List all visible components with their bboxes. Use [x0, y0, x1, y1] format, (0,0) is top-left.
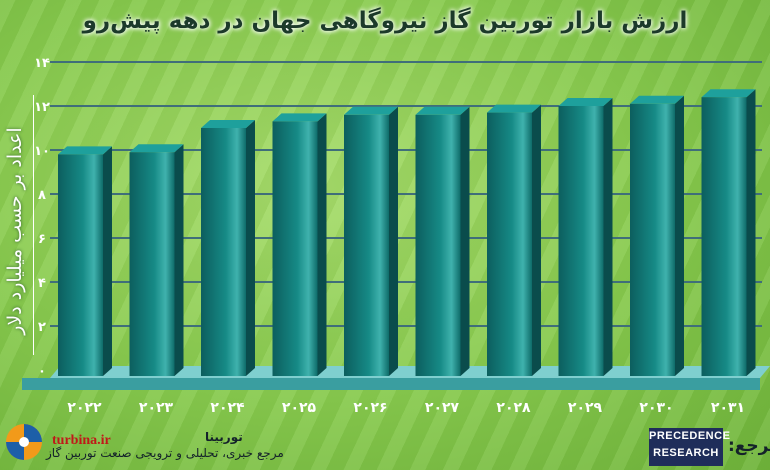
- bar-side: [174, 144, 184, 376]
- y-tick-label: ۰: [38, 364, 46, 379]
- x-tick-label: ۲۰۲۵: [282, 400, 317, 416]
- bar-1: [129, 152, 175, 376]
- x-tick-label: ۲۰۲۶: [353, 400, 387, 416]
- bar-side: [246, 120, 255, 376]
- y-tick-label: ۶: [38, 232, 46, 247]
- bar-0: [58, 154, 103, 376]
- y-tick-label: ۲: [38, 320, 46, 335]
- bar-top: [487, 104, 541, 113]
- bar-top: [558, 98, 613, 106]
- bar-4: [344, 114, 389, 377]
- bar-side: [675, 95, 684, 377]
- turbina-logo: [2, 418, 46, 466]
- floor-front: [22, 378, 760, 390]
- x-tick-label: ۲۰۲۷: [425, 400, 460, 416]
- y-label-divider: [33, 95, 34, 355]
- bar-3: [272, 121, 318, 377]
- bar-9: [701, 97, 747, 376]
- bar-2: [201, 128, 246, 376]
- y-tick-label: ۸: [38, 188, 46, 203]
- bar-top: [58, 146, 112, 155]
- chart-title: ارزش بازار توربین گاز نیروگاهی جهان در د…: [82, 8, 688, 34]
- brand-description: مرجع خبری، تحلیلی و ترویجی صنعت توربین گ…: [46, 446, 284, 460]
- brand-name: توربینا: [205, 430, 243, 444]
- bar-6: [487, 112, 532, 376]
- x-tick-label: ۲۰۳۰: [639, 400, 673, 416]
- bar-top: [129, 144, 184, 153]
- bar-top: [201, 120, 255, 128]
- bar-5: [415, 114, 461, 377]
- source-logo-line1: PRECEDENCE: [649, 430, 731, 442]
- y-tick-label: ۱۲: [34, 100, 50, 115]
- y-tick-label: ۱۴: [34, 56, 50, 71]
- site-url[interactable]: turbina.ir: [52, 433, 111, 448]
- bar-7: [558, 106, 604, 376]
- source-logo-line2: RESEARCH: [653, 447, 719, 459]
- x-tick-label: ۲۰۲۹: [568, 400, 603, 416]
- x-tick-label: ۲۰۳۱: [711, 400, 745, 416]
- bar-top: [630, 95, 684, 104]
- bar-side: [103, 146, 112, 376]
- bar-8: [630, 103, 675, 377]
- bar-side: [603, 98, 613, 376]
- bar-top: [415, 106, 470, 115]
- source-label: مرجع:: [728, 436, 770, 456]
- bar-side: [460, 106, 470, 377]
- bar-top: [272, 113, 327, 122]
- bar-side: [389, 106, 398, 377]
- x-tick-label: ۲۰۲۴: [210, 400, 245, 416]
- bar-top: [344, 106, 398, 115]
- bar-chart: ۰ ۲ ۴ ۶ ۸ ۱۰ ۱۲ ۱۴ ۲۰۲۲ ۲۰۲۳ ۲۰۲۴ ۲۰۲۵ ۲۰۲۶ ۲۰۲۷ ۲۰۲۸ ۲…: [22, 56, 770, 416]
- y-tick-label: ۴: [38, 276, 46, 291]
- precedence-research-logo: PRECEDENCE RESEARCH: [649, 428, 731, 466]
- bar-side: [317, 113, 327, 377]
- y-tick-label: ۱۰: [34, 144, 50, 159]
- x-tick-label: ۲۰۲۸: [496, 400, 531, 416]
- x-tick-label: ۲۰۲۲: [67, 400, 102, 416]
- x-tick-label: ۲۰۲۳: [139, 400, 174, 416]
- bar-side: [746, 89, 756, 376]
- bar-side: [532, 104, 541, 376]
- bar-top: [701, 89, 756, 98]
